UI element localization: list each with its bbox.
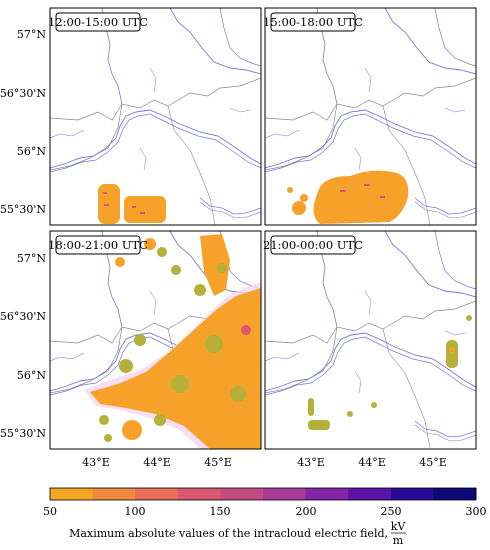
colorbar-segment xyxy=(135,488,179,500)
lat-label: 55°30'N xyxy=(0,427,46,440)
colorbar-tick: 150 xyxy=(210,505,231,518)
colorbar-unit-num: kV xyxy=(391,520,407,533)
colorbar-label: Maximum absolute values of the intraclou… xyxy=(69,527,388,540)
colorbar: 50 100 150 200 250 300 Maximum absolute … xyxy=(43,487,487,547)
panel-title-4: 21:00-00:00 UTC xyxy=(263,238,363,252)
lat-label: 57°N xyxy=(17,252,46,265)
colorbar-segment xyxy=(263,488,307,500)
colorbar-segment xyxy=(92,488,136,500)
colorbar-unit-den: m xyxy=(393,534,404,547)
colorbar-tick: 50 xyxy=(43,505,57,518)
storm-cells-1 xyxy=(98,184,166,224)
lon-label: 45°E xyxy=(204,456,232,469)
colorbar-segment xyxy=(220,488,264,500)
lon-label: 43°E xyxy=(297,456,325,469)
colorbar-tick: 300 xyxy=(466,505,487,518)
storm-cells-3 xyxy=(84,234,261,449)
colorbar-tick: 250 xyxy=(381,505,402,518)
lon-label: 44°E xyxy=(358,456,386,469)
lat-label: 56°30'N xyxy=(0,87,46,100)
colorbar-segment xyxy=(50,488,94,500)
colorbar-segment xyxy=(433,488,477,500)
colorbar-segment xyxy=(177,488,221,500)
lat-label: 56°N xyxy=(17,145,46,158)
latitude-labels: 57°N 56°30'N 56°N 55°30'N 57°N 56°30'N 5… xyxy=(0,28,46,440)
lon-label: 45°E xyxy=(419,456,447,469)
panel-title-2: 15:00-18:00 UTC xyxy=(263,15,363,29)
map-panel-2: 15:00-18:00 UTC xyxy=(263,7,477,226)
storm-cells-2 xyxy=(287,170,409,224)
map-panel-1: 12:00-15:00 UTC xyxy=(48,7,262,226)
panel-title-3: 18:00-21:00 UTC xyxy=(48,238,148,252)
colorbar-segment xyxy=(305,488,349,500)
map-panel-4: 21:00-00:00 UTC xyxy=(263,230,477,450)
storm-cells-4 xyxy=(308,315,472,430)
colorbar-ticks: 50 100 150 200 250 300 xyxy=(43,505,487,518)
colorbar-segment xyxy=(348,488,392,500)
lat-label: 55°30'N xyxy=(0,203,46,216)
lat-label: 57°N xyxy=(17,28,46,41)
lon-label: 44°E xyxy=(143,456,171,469)
colorbar-segment xyxy=(390,488,434,500)
lat-label: 56°30'N xyxy=(0,310,46,323)
lat-label: 56°N xyxy=(17,369,46,382)
colorbar-tick: 100 xyxy=(125,505,146,518)
colorbar-tick: 200 xyxy=(296,505,317,518)
longitude-labels: 43°E 44°E 45°E 43°E 44°E 45°E xyxy=(82,456,447,469)
panel-title-1: 12:00-15:00 UTC xyxy=(48,15,148,29)
map-panel-3: 18:00-21:00 UTC xyxy=(48,230,262,450)
lon-label: 43°E xyxy=(82,456,110,469)
